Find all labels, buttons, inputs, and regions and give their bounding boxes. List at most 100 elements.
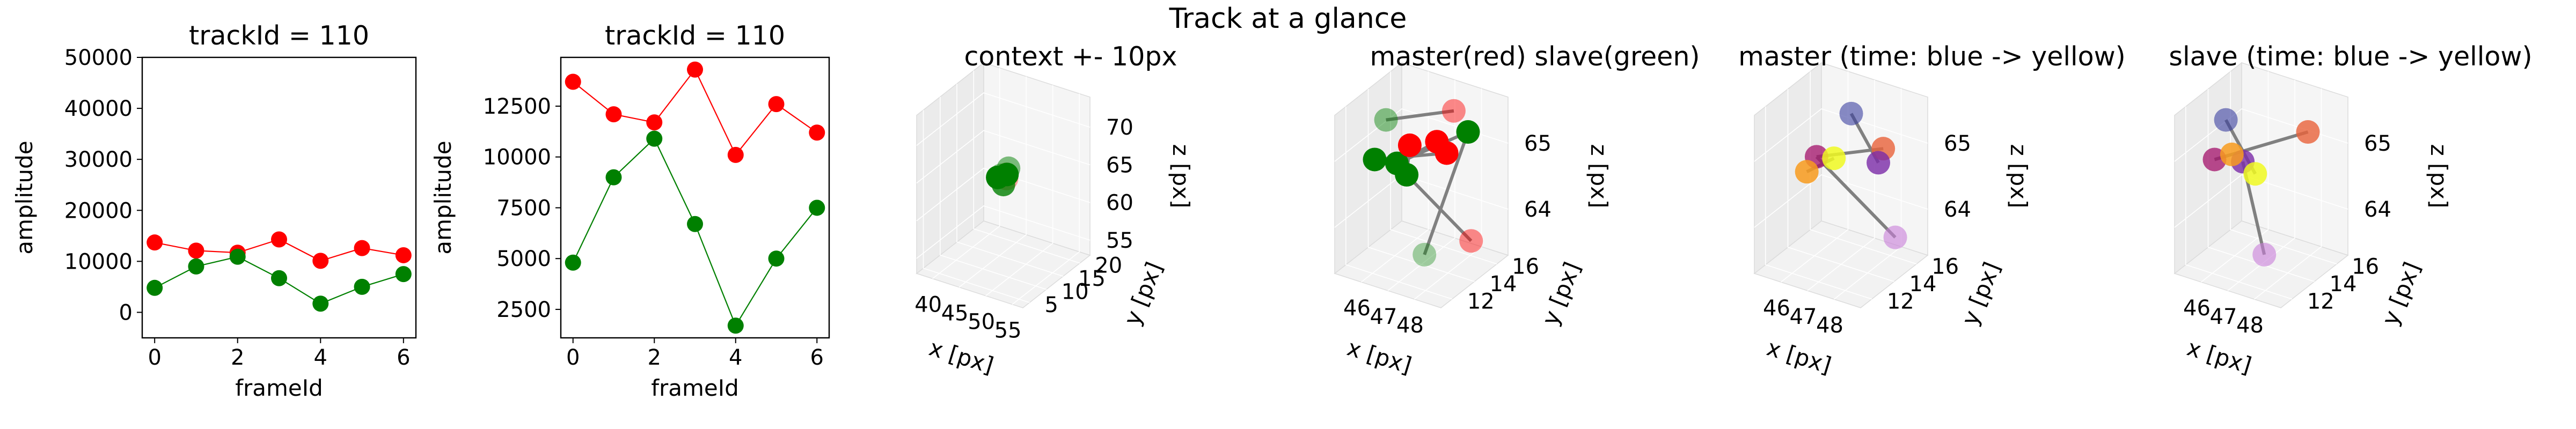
data-point <box>229 248 246 265</box>
z-tick-label: 65 <box>1106 153 1133 177</box>
data-point <box>1397 133 1422 157</box>
y-tick-label: 12500 <box>483 94 551 119</box>
x-tick-label: 48 <box>2236 313 2264 338</box>
z-axis-label: z [px] <box>1586 144 1612 209</box>
x-grid <box>985 85 1053 297</box>
y-tick-label: 12 <box>1887 290 1914 314</box>
series-line-1 <box>572 137 818 327</box>
y-grid <box>973 70 1080 264</box>
y-tick-label: 10 <box>1062 280 1089 305</box>
data-point <box>354 240 370 256</box>
data-point <box>271 270 287 286</box>
z-grid <box>916 130 1091 184</box>
x-grid <box>2227 80 2295 291</box>
z-tick-label: 65 <box>2364 131 2391 156</box>
y-grid <box>1367 89 1475 282</box>
x-axis-label: frameId <box>651 375 739 401</box>
y-tick-label: 20 <box>1095 254 1122 278</box>
y-tick-label: 14 <box>2330 272 2357 297</box>
data-point <box>605 169 622 186</box>
data-point <box>2214 108 2238 132</box>
data-point <box>687 216 703 232</box>
y-tick-label: 5000 <box>496 247 551 271</box>
data-point <box>1413 242 1437 267</box>
amplitude-chart-1: 0 2 4 6 0 10000 20000 30000 40000 50000 trackId = … <box>11 20 417 401</box>
data-point <box>395 266 412 283</box>
x-tick-label: 46 <box>2183 296 2211 321</box>
data-point <box>147 279 163 296</box>
y-tick-label: 15 <box>1078 267 1106 291</box>
z-axis-label: z [px] <box>2006 144 2032 209</box>
x-tick-label: 40 <box>914 293 942 317</box>
data-point <box>2296 120 2320 144</box>
z-grid <box>2174 174 2348 228</box>
z-grid <box>916 92 1091 146</box>
x-grid <box>1387 80 1455 291</box>
z-grid <box>1754 108 1928 162</box>
z-axis-label: z [px] <box>1168 144 1194 209</box>
chart-title: master(red) slave(green) <box>1370 41 1700 72</box>
data-point <box>271 231 287 248</box>
y-tick-label: 10000 <box>483 145 551 170</box>
x-axis-label: frameId <box>235 375 323 401</box>
data-point <box>1839 101 1863 125</box>
data-point <box>395 247 412 263</box>
x-axis-label: x [px] <box>2184 335 2255 379</box>
data-point <box>1363 147 1387 172</box>
data-point <box>2220 142 2244 166</box>
y-axis-label: y [px] <box>2376 258 2425 329</box>
y-tick-label: 5 <box>1045 293 1058 317</box>
data-point <box>188 258 204 275</box>
figure-suptitle: Track at a glance <box>1169 3 1407 35</box>
x-tick-label: 48 <box>1396 313 1424 338</box>
x-tick-label: 50 <box>968 310 995 335</box>
x-tick-label: 4 <box>729 345 742 370</box>
x-axis-label: x [px] <box>926 335 997 379</box>
x-grid <box>958 76 1027 288</box>
x-tick-label: 47 <box>1370 305 1397 329</box>
data-point <box>727 146 744 163</box>
x-tick-label: 6 <box>810 345 824 370</box>
x-tick-label: 46 <box>1343 296 1371 321</box>
x-grid <box>1012 93 1080 305</box>
z-tick-label: 70 <box>1106 115 1133 140</box>
x-tick-label: 4 <box>314 345 327 370</box>
y-axis-label: amplitude <box>11 140 38 254</box>
x-tick-label: 0 <box>566 345 580 370</box>
connection-line <box>1386 109 1454 122</box>
data-point <box>687 61 703 78</box>
z-grid <box>1754 174 1928 228</box>
y-tick-label: 40000 <box>64 97 133 121</box>
y-tick-label: 16 <box>1512 254 1539 279</box>
x-axis-label: x [px] <box>1764 335 1834 379</box>
data-point <box>565 254 581 271</box>
x-axis-label: x [px] <box>1344 335 1415 379</box>
x-grid <box>1361 71 1429 283</box>
data-point <box>1459 229 1483 253</box>
y-axis-label: y [px] <box>1536 258 1585 329</box>
data-point <box>1374 108 1398 132</box>
x-tick-label: 2 <box>648 345 661 370</box>
z-grid <box>916 167 1091 221</box>
data-point <box>1441 99 1466 123</box>
y-grid <box>2185 106 2293 300</box>
plot-frame <box>560 56 830 339</box>
y-axis-label: y [px] <box>1118 258 1167 329</box>
chart-title: trackId = 110 <box>189 20 369 51</box>
y-grid <box>940 97 1047 290</box>
x-tick-label: 47 <box>1790 305 1817 329</box>
y-grid <box>2207 89 2315 282</box>
y-tick-label: 10000 <box>64 249 133 274</box>
x-grid <box>932 68 1000 279</box>
x-grid <box>1807 80 1875 291</box>
data-point <box>605 106 622 123</box>
data-point <box>997 156 1021 180</box>
data-point <box>809 124 825 141</box>
x-tick-label: 45 <box>941 301 969 326</box>
x-tick-label: 47 <box>2210 305 2237 329</box>
z-tick-label: 60 <box>1106 191 1133 216</box>
data-point <box>809 199 825 216</box>
